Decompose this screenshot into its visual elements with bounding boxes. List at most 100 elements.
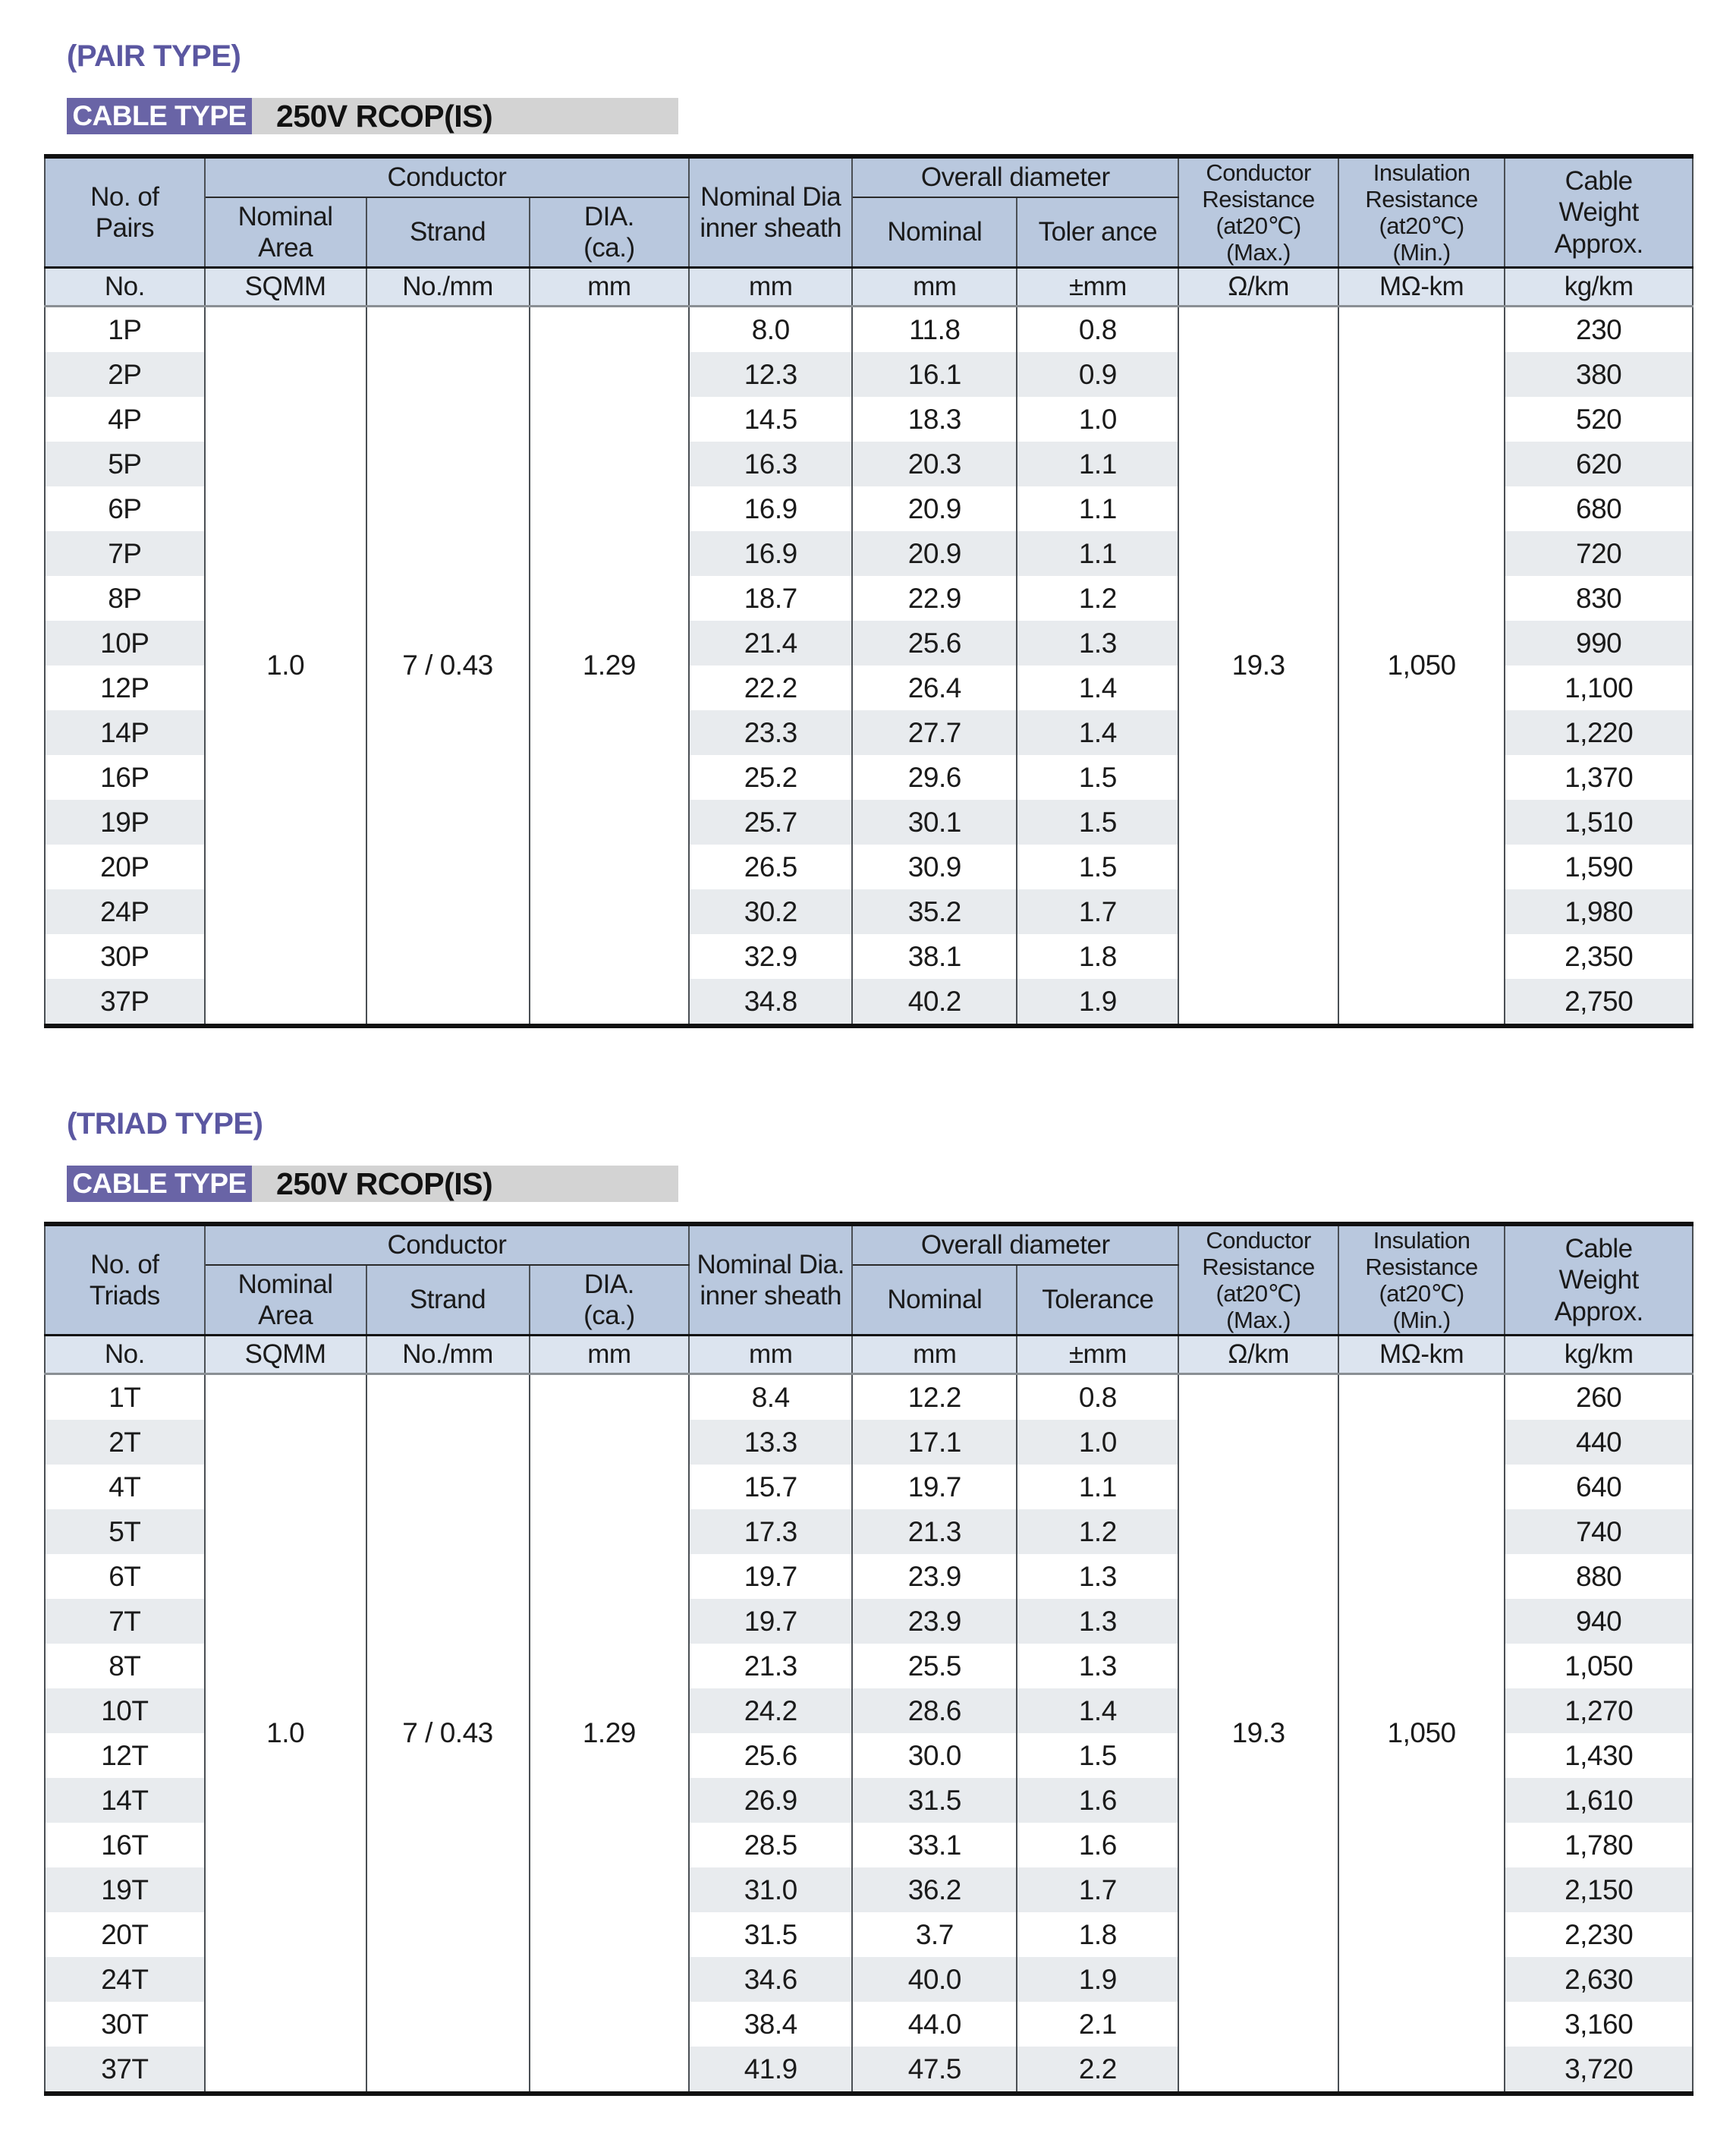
cell-overall-nominal: 44.0 bbox=[851, 2002, 1018, 2047]
header-overall-group: Overall diameter bbox=[851, 156, 1180, 198]
cell-cable-weight: 620 bbox=[1504, 442, 1694, 486]
cell-overall-nominal: 20.9 bbox=[851, 531, 1018, 576]
table-header: No. of Triads Conductor Nominal Dia. inn… bbox=[44, 1224, 1694, 1375]
cell-cable-weight: 2,630 bbox=[1504, 1957, 1694, 2002]
table-header: No. of Pairs Conductor Nominal Dia inner… bbox=[44, 156, 1694, 307]
header-inner-sheath: Nominal Dia inner sheath bbox=[688, 156, 854, 268]
header-conductor-group: Conductor bbox=[203, 156, 690, 198]
header-cable-weight: Cable Weight Approx. bbox=[1504, 156, 1694, 268]
cell-dia: 1.29 bbox=[528, 1373, 690, 2094]
table-row: 7T 19.7 23.9 1.3 940 bbox=[44, 1599, 1694, 1644]
header-conductor-resistance: Conductor Resistance (at20℃) (Max.) bbox=[1178, 1224, 1339, 1336]
cell-overall-tolerance: 1.5 bbox=[1016, 755, 1180, 800]
cell-overall-nominal: 27.7 bbox=[851, 710, 1018, 755]
cell-overall-nominal: 29.6 bbox=[851, 755, 1018, 800]
cell-overall-tolerance: 1.3 bbox=[1016, 1599, 1180, 1644]
header-overall-group: Overall diameter bbox=[851, 1224, 1180, 1266]
table-body: 1P 1.0 7 / 0.43 1.29 8.0 11.8 0.8 19.3 1,050 230 2… bbox=[44, 306, 1694, 1026]
cell-strand: 7 / 0.43 bbox=[365, 1373, 530, 2094]
cell-overall-tolerance: 1.0 bbox=[1016, 397, 1180, 442]
cell-overall-nominal: 30.1 bbox=[851, 800, 1018, 845]
cell-count: 8P bbox=[44, 576, 206, 621]
cell-inner-sheath: 31.0 bbox=[688, 1867, 854, 1912]
cell-inner-sheath: 24.2 bbox=[688, 1688, 854, 1733]
table-row: 19P 25.7 30.1 1.5 1,510 bbox=[44, 800, 1694, 845]
cell-overall-tolerance: 1.0 bbox=[1016, 1420, 1180, 1465]
cell-inner-sheath: 31.5 bbox=[688, 1912, 854, 1957]
table-row: 20P 26.5 30.9 1.5 1,590 bbox=[44, 845, 1694, 889]
cell-inner-sheath: 26.5 bbox=[688, 845, 854, 889]
cell-cable-weight: 1,100 bbox=[1504, 665, 1694, 710]
cell-count: 14T bbox=[44, 1778, 206, 1823]
header-count: No. of Pairs bbox=[44, 156, 206, 268]
cell-count: 6P bbox=[44, 486, 206, 531]
unit-cell: mm bbox=[851, 1334, 1018, 1375]
cell-cable-weight: 3,720 bbox=[1504, 2047, 1694, 2094]
cell-overall-tolerance: 1.2 bbox=[1016, 576, 1180, 621]
cell-inner-sheath: 22.2 bbox=[688, 665, 854, 710]
table-row: 24T 34.6 40.0 1.9 2,630 bbox=[44, 1957, 1694, 2002]
unit-cell: No./mm bbox=[365, 1334, 530, 1375]
cell-inner-sheath: 17.3 bbox=[688, 1509, 854, 1554]
table-body: 1T 1.0 7 / 0.43 1.29 8.4 12.2 0.8 19.3 1,050 260 2… bbox=[44, 1373, 1694, 2094]
table-row: 1T 1.0 7 / 0.43 1.29 8.4 12.2 0.8 19.3 1,050 260 bbox=[44, 1373, 1694, 2094]
table-row: 19T 31.0 36.2 1.7 2,150 bbox=[44, 1867, 1694, 1912]
cell-nominal-area: 1.0 bbox=[203, 1373, 367, 2094]
cell-inner-sheath: 13.3 bbox=[688, 1420, 854, 1465]
cell-count: 37P bbox=[44, 979, 206, 1026]
cell-count: 16P bbox=[44, 755, 206, 800]
units-row: No. SQMM No./mm mm mm mm ±mm Ω/km MΩ-km kg/km bbox=[44, 1334, 1694, 1375]
cell-overall-nominal: 23.9 bbox=[851, 1554, 1018, 1599]
cell-overall-tolerance: 2.1 bbox=[1016, 2002, 1180, 2047]
cell-conductor-resistance: 19.3 bbox=[1178, 306, 1339, 1026]
cell-cable-weight: 740 bbox=[1504, 1509, 1694, 1554]
cable-type-bar: CABLE TYPE 250V RCOP(IS) bbox=[67, 1166, 678, 1202]
header-conductor-group: Conductor bbox=[203, 1224, 690, 1266]
cell-count: 37T bbox=[44, 2047, 206, 2094]
cell-overall-tolerance: 1.7 bbox=[1016, 889, 1180, 934]
cell-overall-nominal: 16.1 bbox=[851, 352, 1018, 397]
cell-overall-tolerance: 1.1 bbox=[1016, 531, 1180, 576]
table-row: 24P 30.2 35.2 1.7 1,980 bbox=[44, 889, 1694, 934]
cell-cable-weight: 1,590 bbox=[1504, 845, 1694, 889]
cell-cable-weight: 2,230 bbox=[1504, 1912, 1694, 1957]
cell-count: 4P bbox=[44, 397, 206, 442]
unit-cell: MΩ-km bbox=[1337, 1334, 1506, 1375]
cell-inner-sheath: 23.3 bbox=[688, 710, 854, 755]
cell-overall-nominal: 33.1 bbox=[851, 1823, 1018, 1867]
unit-cell: mm bbox=[528, 266, 690, 307]
cell-count: 8T bbox=[44, 1644, 206, 1688]
unit-cell: mm bbox=[528, 1334, 690, 1375]
cell-inner-sheath: 18.7 bbox=[688, 576, 854, 621]
header-nominal-area: Nominal Area bbox=[203, 1265, 367, 1336]
cell-inner-sheath: 34.8 bbox=[688, 979, 854, 1026]
cell-cable-weight: 2,350 bbox=[1504, 934, 1694, 979]
table-row: 5T 17.3 21.3 1.2 740 bbox=[44, 1509, 1694, 1554]
cell-overall-tolerance: 1.3 bbox=[1016, 1644, 1180, 1688]
cell-conductor-resistance: 19.3 bbox=[1178, 1373, 1339, 2094]
sections-container: (PAIR TYPE) CABLE TYPE 250V RCOP(IS) No.… bbox=[44, 39, 1694, 2096]
unit-cell: kg/km bbox=[1504, 266, 1694, 307]
cell-overall-nominal: 36.2 bbox=[851, 1867, 1018, 1912]
cell-overall-tolerance: 1.4 bbox=[1016, 665, 1180, 710]
table-row: 12P 22.2 26.4 1.4 1,100 bbox=[44, 665, 1694, 710]
cell-cable-weight: 440 bbox=[1504, 1420, 1694, 1465]
cell-count: 30T bbox=[44, 2002, 206, 2047]
cell-overall-nominal: 18.3 bbox=[851, 397, 1018, 442]
unit-cell: Ω/km bbox=[1178, 266, 1339, 307]
cell-overall-tolerance: 0.9 bbox=[1016, 352, 1180, 397]
cell-overall-tolerance: 1.9 bbox=[1016, 1957, 1180, 2002]
cell-cable-weight: 520 bbox=[1504, 397, 1694, 442]
cell-inner-sheath: 21.3 bbox=[688, 1644, 854, 1688]
header-count: No. of Triads bbox=[44, 1224, 206, 1336]
cell-overall-tolerance: 1.9 bbox=[1016, 979, 1180, 1026]
cell-count: 5P bbox=[44, 442, 206, 486]
cell-inner-sheath: 16.3 bbox=[688, 442, 854, 486]
cell-count: 14P bbox=[44, 710, 206, 755]
table-row: 4T 15.7 19.7 1.1 640 bbox=[44, 1465, 1694, 1509]
cell-inner-sheath: 15.7 bbox=[688, 1465, 854, 1509]
cell-overall-nominal: 3.7 bbox=[851, 1912, 1018, 1957]
cell-inner-sheath: 34.6 bbox=[688, 1957, 854, 2002]
table-row: 2P 12.3 16.1 0.9 380 bbox=[44, 352, 1694, 397]
